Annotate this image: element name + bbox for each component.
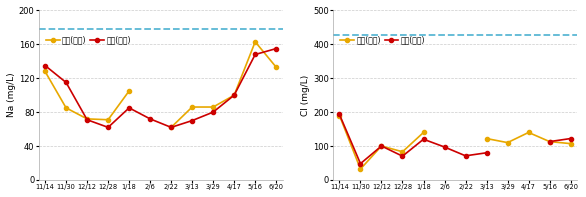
배액(노랑) [272, 66, 280, 68]
배액(노랑) [546, 140, 553, 143]
배액(노랑) [483, 137, 490, 140]
배액(빨강) [462, 155, 469, 157]
Line: 배액(노랑): 배액(노랑) [338, 113, 573, 171]
배액(노랑) [525, 131, 532, 134]
배액(노랑) [504, 141, 511, 144]
배액(빨강) [146, 118, 154, 120]
배액(빨강) [125, 107, 132, 109]
Legend: 배액(노랑), 배액(빨강): 배액(노랑), 배액(빨강) [339, 35, 426, 45]
Line: 배액(빨강): 배액(빨강) [43, 46, 278, 129]
배액(빨강) [84, 119, 91, 121]
배액(노랑) [210, 106, 217, 108]
배액(노랑) [168, 126, 175, 129]
배액(노랑) [125, 90, 132, 92]
배액(빨강) [272, 47, 280, 50]
배액(노랑) [420, 131, 427, 134]
배액(노랑) [251, 41, 258, 43]
배액(노랑) [399, 151, 406, 153]
배액(빨강) [104, 126, 111, 129]
배액(노랑) [104, 119, 111, 121]
배액(노랑) [567, 142, 574, 145]
배액(빨강) [63, 81, 70, 84]
배액(노랑) [63, 107, 70, 109]
배액(노랑) [336, 114, 343, 117]
배액(빨강) [231, 94, 238, 96]
배액(노랑) [231, 94, 238, 96]
배액(노랑) [189, 106, 196, 108]
Legend: 배액(노랑), 배액(빨강): 배액(노랑), 배액(빨강) [45, 35, 131, 45]
배액(빨강) [483, 152, 490, 154]
배액(노랑) [378, 145, 385, 147]
Line: 배액(노랑): 배액(노랑) [43, 40, 278, 129]
배액(빨강) [357, 163, 364, 165]
배액(빨강) [441, 146, 448, 148]
배액(빨강) [336, 113, 343, 116]
배액(빨강) [42, 64, 49, 67]
배액(빨강) [378, 145, 385, 147]
배액(빨강) [251, 53, 258, 56]
배액(빨강) [210, 111, 217, 113]
배액(빨강) [189, 119, 196, 122]
배액(빨강) [399, 155, 406, 157]
배액(노랑) [357, 168, 364, 170]
배액(노랑) [42, 70, 49, 73]
배액(빨강) [420, 138, 427, 140]
배액(빨강) [168, 126, 175, 129]
Line: 배액(빨강): 배액(빨강) [338, 112, 573, 166]
Y-axis label: Na (mg/L): Na (mg/L) [7, 73, 16, 117]
배액(빨강) [546, 140, 553, 143]
배액(빨강) [567, 137, 574, 140]
Y-axis label: Cl (mg/L): Cl (mg/L) [301, 74, 311, 116]
배액(노랑) [84, 118, 91, 120]
